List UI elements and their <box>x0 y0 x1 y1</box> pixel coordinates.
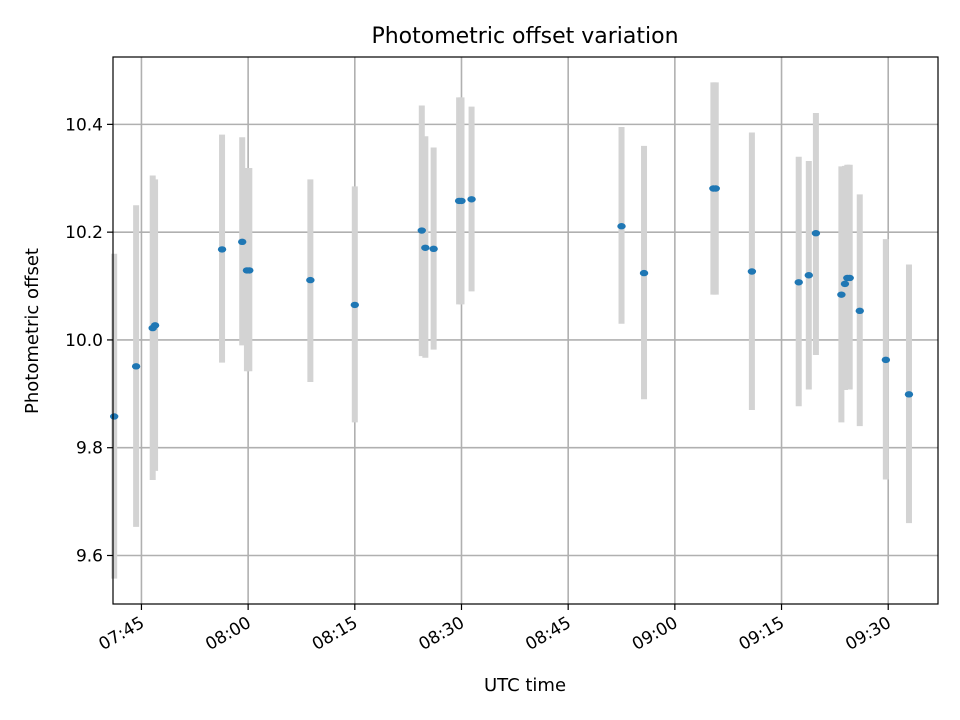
x-tick-label: 08:15 <box>309 613 361 655</box>
y-tick-label: 10.4 <box>65 115 103 135</box>
data-point <box>217 246 227 253</box>
y-tick-label: 10.2 <box>65 223 103 243</box>
data-point <box>794 279 803 286</box>
data-point <box>617 223 626 230</box>
error-bars <box>111 82 912 579</box>
y-tick-label: 10.0 <box>65 331 103 351</box>
y-axis-label: Photometric offset <box>22 248 43 414</box>
data-point <box>350 301 360 309</box>
data-point <box>804 272 813 279</box>
data-point <box>467 196 476 203</box>
data-point <box>837 291 846 298</box>
data-point <box>811 230 821 237</box>
data-point <box>904 391 914 398</box>
data-point <box>150 322 160 329</box>
data-point <box>840 280 850 288</box>
data-point <box>109 413 119 420</box>
data-point <box>845 274 854 282</box>
data-point <box>855 307 864 315</box>
data-point <box>131 363 141 370</box>
data-point <box>747 268 757 275</box>
data-point <box>421 244 430 251</box>
x-tick-label: 08:45 <box>522 613 574 655</box>
y-axis-ticks: 9.6 9.8 10.0 10.2 10.4 <box>65 115 113 566</box>
data-point <box>417 227 426 234</box>
data-point <box>711 185 720 192</box>
x-tick-label: 09:15 <box>736 613 788 655</box>
plot-frame <box>112 56 939 605</box>
data-points <box>109 185 914 420</box>
data-point <box>429 245 438 253</box>
x-axis-label: UTC time <box>484 675 566 696</box>
data-point <box>881 356 891 364</box>
x-tick-label: 08:30 <box>416 613 468 655</box>
x-axis-ticks: 07:45 08:00 08:15 08:30 08:45 09:00 09:15 09:30 <box>96 604 895 655</box>
chart-title: Photometric offset variation <box>371 24 678 49</box>
data-point <box>245 267 254 274</box>
data-point <box>457 197 466 205</box>
data-point <box>306 276 315 284</box>
x-tick-label: 09:30 <box>842 613 894 655</box>
data-point <box>238 238 247 246</box>
x-tick-label: 07:45 <box>96 613 148 655</box>
data-point <box>639 269 649 277</box>
y-tick-label: 9.8 <box>76 439 103 459</box>
x-tick-label: 08:00 <box>202 613 254 655</box>
y-tick-label: 9.6 <box>76 546 103 566</box>
x-tick-label: 09:00 <box>629 613 681 655</box>
